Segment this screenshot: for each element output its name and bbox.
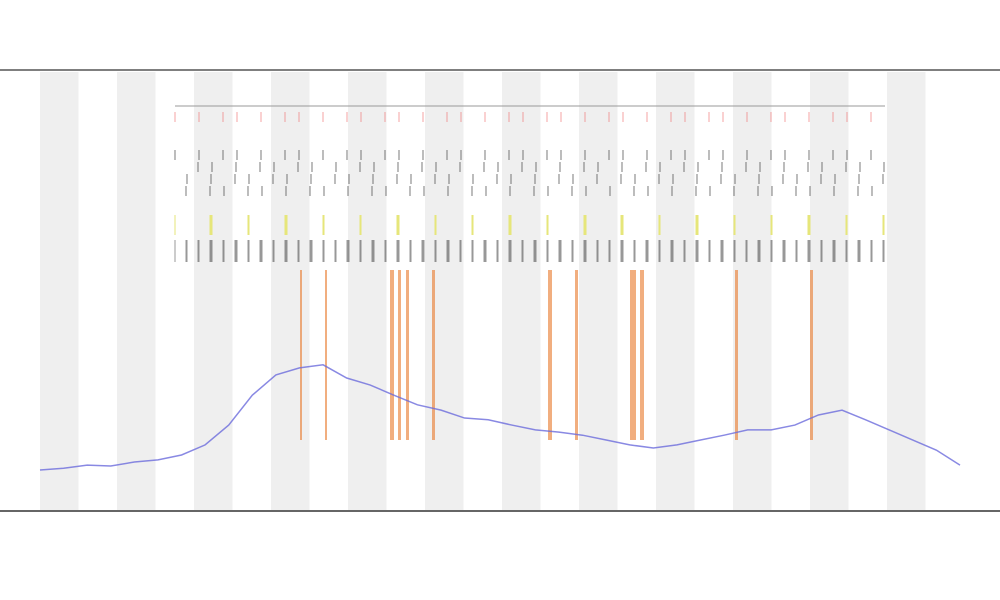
highlight-strip <box>300 270 302 440</box>
highlight-strip <box>398 270 401 440</box>
band <box>810 72 849 510</box>
band <box>117 72 156 510</box>
highlight-strip <box>810 270 813 440</box>
band <box>733 72 772 510</box>
band <box>579 72 618 510</box>
highlight-strip <box>575 270 578 440</box>
band <box>425 72 464 510</box>
highlight-strip <box>630 270 636 440</box>
data-line <box>39 364 961 471</box>
highlight-strip <box>548 270 552 440</box>
highlight-strip <box>406 270 409 440</box>
band <box>656 72 695 510</box>
band <box>194 72 233 510</box>
band <box>887 72 926 510</box>
highlight-strip <box>390 270 394 440</box>
highlight-strip <box>735 270 738 440</box>
background-bands <box>40 72 926 510</box>
band <box>40 72 79 510</box>
band <box>348 72 387 510</box>
highlight-strip <box>640 270 644 440</box>
band <box>502 72 541 510</box>
event-marks <box>174 112 885 440</box>
band <box>271 72 310 510</box>
highlight-strip <box>325 270 327 440</box>
highlight-strip <box>432 270 435 440</box>
